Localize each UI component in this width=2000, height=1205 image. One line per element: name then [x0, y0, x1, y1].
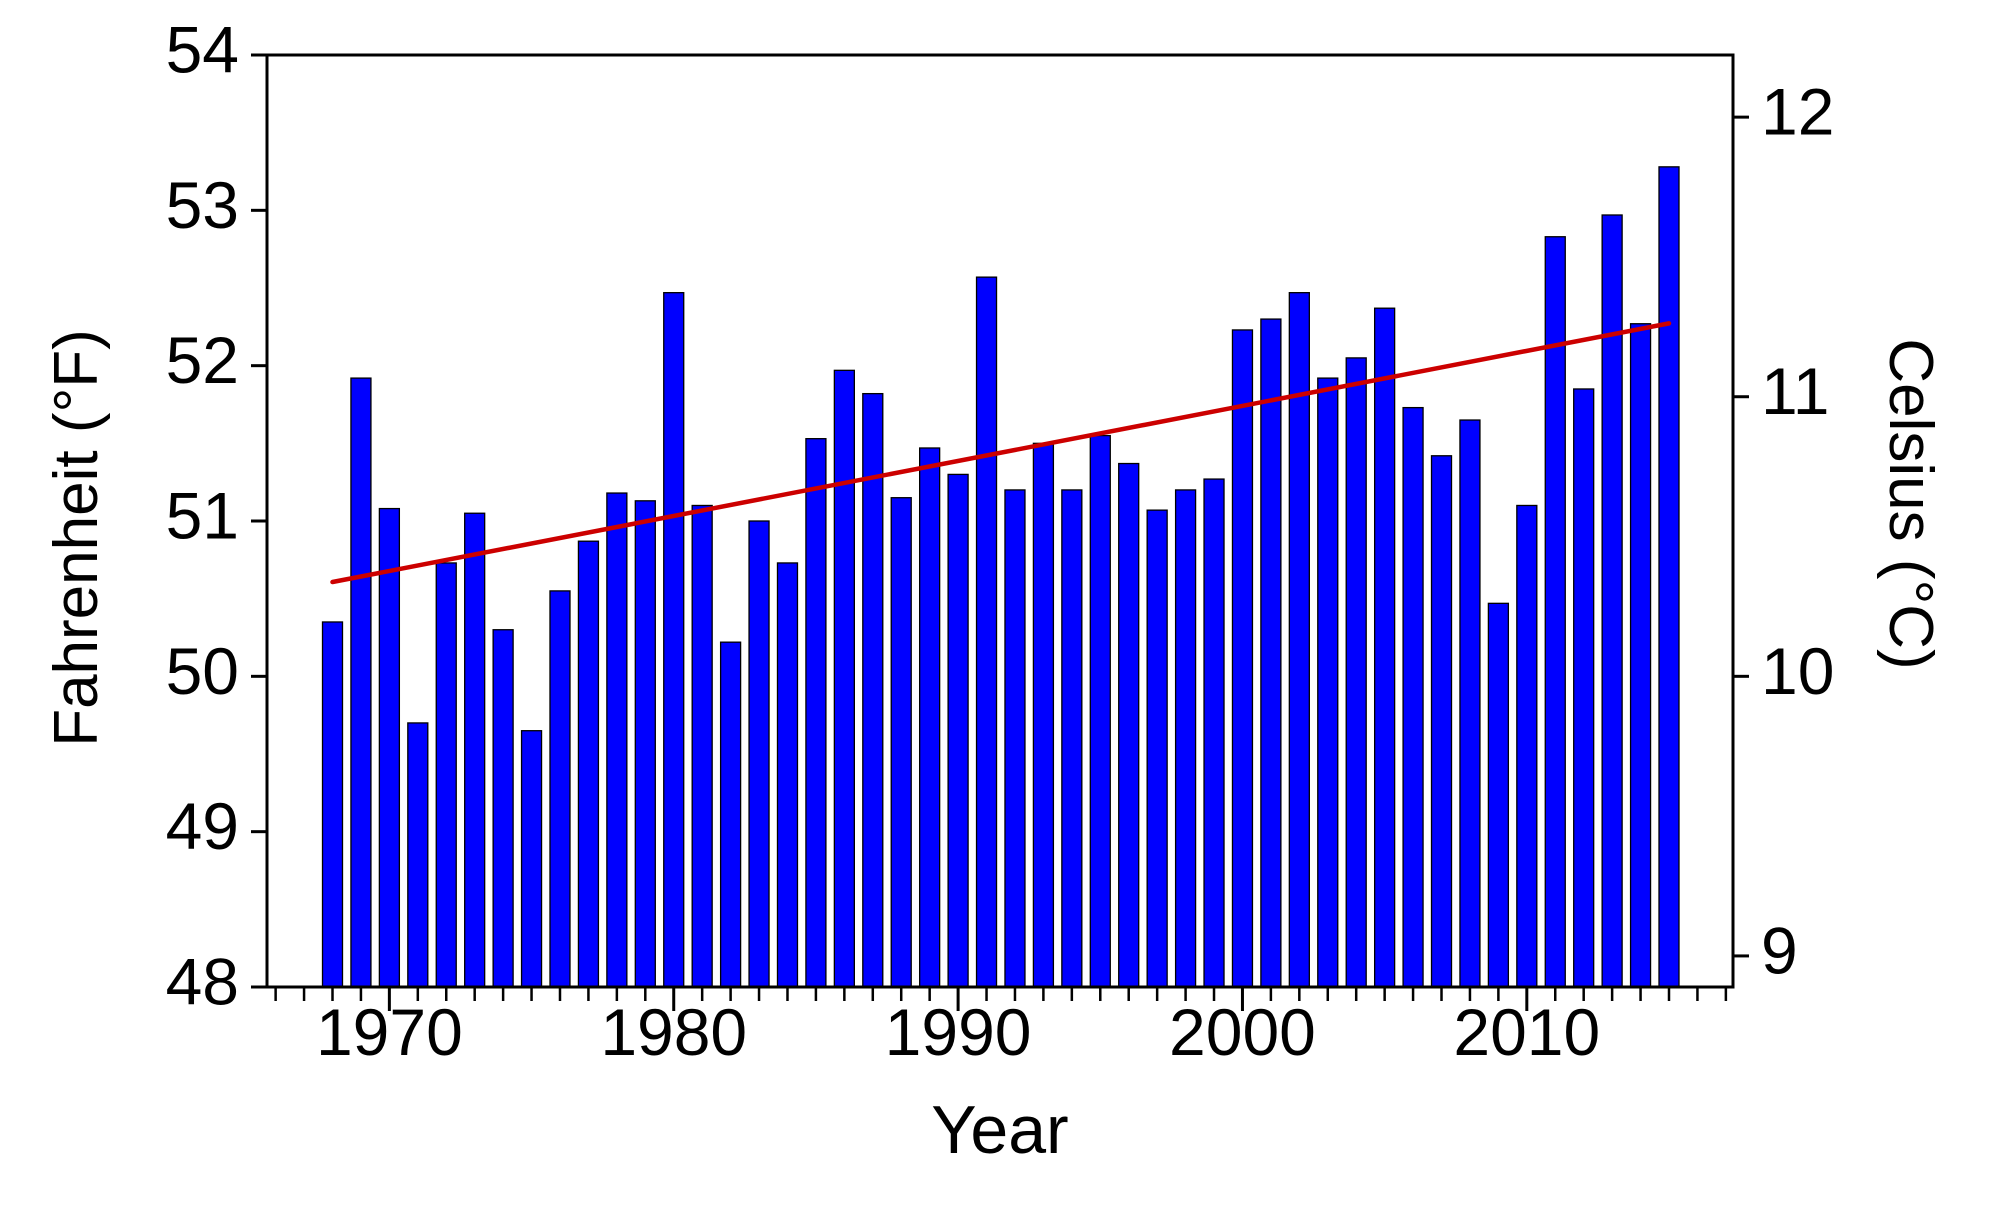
svg-text:54: 54: [166, 12, 239, 86]
svg-text:11: 11: [1761, 354, 1830, 428]
svg-text:10: 10: [1761, 634, 1834, 708]
svg-text:51: 51: [166, 478, 239, 552]
svg-text:48: 48: [166, 944, 239, 1018]
svg-text:1970: 1970: [316, 995, 463, 1069]
svg-text:Fahrenheit (°F): Fahrenheit (°F): [42, 329, 111, 747]
svg-text:49: 49: [166, 789, 239, 863]
svg-text:50: 50: [166, 634, 239, 708]
svg-text:53: 53: [166, 168, 239, 242]
svg-text:1980: 1980: [600, 995, 747, 1069]
svg-text:2000: 2000: [1169, 995, 1316, 1069]
svg-text:9: 9: [1761, 913, 1798, 987]
svg-text:Year: Year: [931, 1092, 1068, 1168]
svg-text:12: 12: [1761, 75, 1834, 149]
svg-text:52: 52: [166, 323, 239, 397]
svg-text:Celsius (°C): Celsius (°C): [1876, 338, 1945, 669]
svg-text:2010: 2010: [1453, 995, 1600, 1069]
svg-text:1990: 1990: [885, 995, 1032, 1069]
